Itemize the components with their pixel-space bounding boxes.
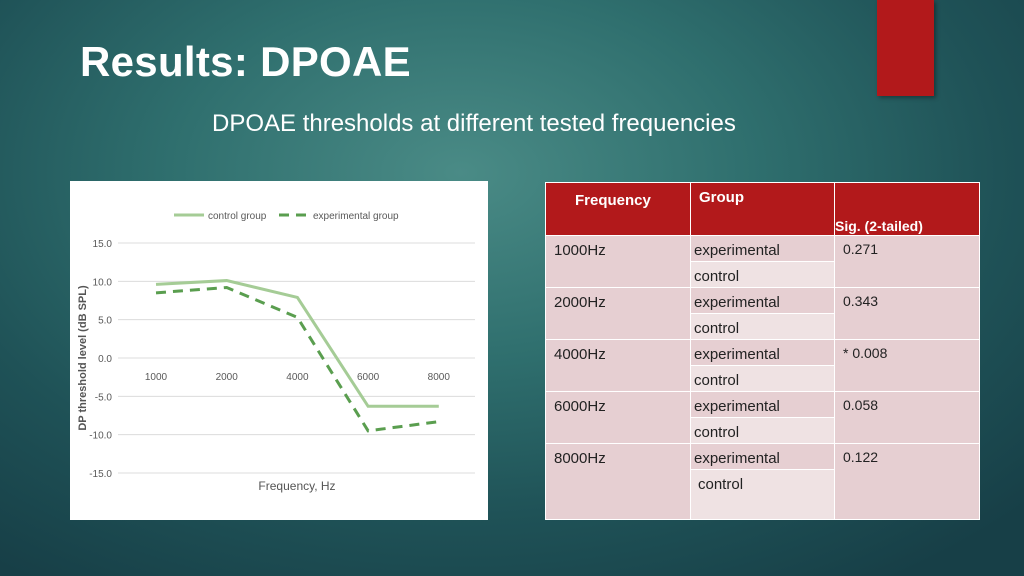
table-row: 1000Hz experimental 0.271	[545, 235, 980, 288]
table-header-row: Frequency Group Sig. (2-tailed)	[545, 182, 980, 236]
table-row: 8000Hz experimental 0.122	[545, 443, 980, 520]
legend-experimental-label: experimental group	[313, 211, 399, 222]
group-cell: control	[690, 365, 835, 392]
y-axis-label: DP threshold level (dB SPL)	[77, 285, 89, 431]
line-chart: 15.0 10.0 5.0 0.0 -5.0 -10.0 -15.0 1000 2000 400…	[77, 211, 475, 493]
group-cell: control	[690, 469, 835, 520]
slide-title: Results: DPOAE	[80, 38, 411, 85]
x-tick-label: 4000	[286, 372, 309, 383]
group-cell: experimental	[690, 443, 835, 470]
y-tick-label: 0.0	[98, 354, 112, 365]
legend-control-label: control group	[208, 211, 267, 222]
sig-cell: 0.058	[834, 391, 980, 444]
x-tick-label: 6000	[357, 372, 380, 383]
control-series-line	[155, 279, 439, 408]
y-tick-label: -5.0	[95, 392, 113, 403]
group-cell: control	[690, 261, 835, 288]
frequency-cell: 4000Hz	[545, 339, 691, 392]
accent-bar	[877, 0, 934, 96]
frequency-cell: 2000Hz	[545, 287, 691, 340]
y-tick-label: 10.0	[93, 277, 113, 288]
x-tick-labels: 1000 2000 4000 6000 8000	[145, 372, 450, 383]
table-row: control	[546, 469, 980, 520]
group-cell: control	[690, 313, 835, 340]
experimental-series-line	[155, 285, 439, 433]
x-axis-label: Frequency, Hz	[258, 479, 335, 493]
y-tick-label: 5.0	[98, 316, 112, 327]
group-cell: experimental	[690, 339, 835, 366]
y-tick-label: -10.0	[89, 431, 112, 442]
frequency-cell: 8000Hz	[545, 443, 691, 520]
table-row: control	[546, 417, 980, 444]
sig-cell: * 0.008	[834, 339, 980, 392]
header-sig: Sig. (2-tailed)	[834, 182, 980, 236]
header-group: Group	[690, 182, 835, 236]
table-row: 4000Hz experimental * 0.008	[545, 339, 980, 392]
sig-cell: 0.343	[834, 287, 980, 340]
x-tick-label: 1000	[145, 372, 168, 383]
y-tick-labels: 15.0 10.0 5.0 0.0 -5.0 -10.0 -15.0	[89, 239, 112, 480]
frequency-cell: 1000Hz	[545, 235, 691, 288]
significance-table: Frequency Group Sig. (2-tailed) 1000Hz e…	[545, 182, 980, 520]
sig-cell: 0.271	[834, 235, 980, 288]
group-cell: experimental	[690, 287, 835, 314]
header-frequency: Frequency	[545, 182, 691, 236]
table-row: 2000Hz experimental 0.343	[545, 287, 980, 340]
y-tick-label: 15.0	[93, 239, 113, 250]
sig-cell: 0.122	[834, 443, 980, 520]
table-row: 6000Hz experimental 0.058	[545, 391, 980, 444]
chart-panel: 15.0 10.0 5.0 0.0 -5.0 -10.0 -15.0 1000 2000 400…	[70, 181, 488, 520]
y-tick-label: -15.0	[89, 469, 112, 480]
chart-legend: control group experimental group	[174, 211, 399, 222]
group-cell: experimental	[690, 391, 835, 418]
x-tick-label: 2000	[216, 372, 239, 383]
frequency-cell: 6000Hz	[545, 391, 691, 444]
group-cell: control	[690, 417, 835, 444]
x-tick-label: 8000	[428, 372, 451, 383]
series-lines	[155, 279, 439, 433]
slide-subtitle: DPOAE thresholds at different tested fre…	[212, 110, 736, 137]
gridlines	[118, 242, 475, 474]
group-cell: experimental	[690, 235, 835, 262]
